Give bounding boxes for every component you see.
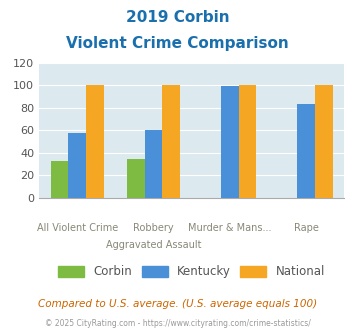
Bar [51,161,69,198]
Text: All Violent Crime: All Violent Crime [37,223,118,233]
Text: Robbery: Robbery [133,223,174,233]
Bar [86,85,104,198]
Legend: Corbin, Kentucky, National: Corbin, Kentucky, National [53,261,330,283]
Text: Compared to U.S. average. (U.S. average equals 100): Compared to U.S. average. (U.S. average … [38,299,317,309]
Text: Rape: Rape [294,223,319,233]
Bar [221,86,239,198]
Bar [162,85,180,198]
Bar [239,85,256,198]
Text: © 2025 CityRating.com - https://www.cityrating.com/crime-statistics/: © 2025 CityRating.com - https://www.city… [45,319,310,328]
Bar [69,133,86,198]
Text: Aggravated Assault: Aggravated Assault [106,240,201,250]
Text: Violent Crime Comparison: Violent Crime Comparison [66,36,289,51]
Text: 2019 Corbin: 2019 Corbin [126,10,229,25]
Bar [297,104,315,198]
Bar [315,85,333,198]
Bar [127,158,145,198]
Text: Murder & Mans...: Murder & Mans... [188,223,272,233]
Bar [145,130,162,198]
